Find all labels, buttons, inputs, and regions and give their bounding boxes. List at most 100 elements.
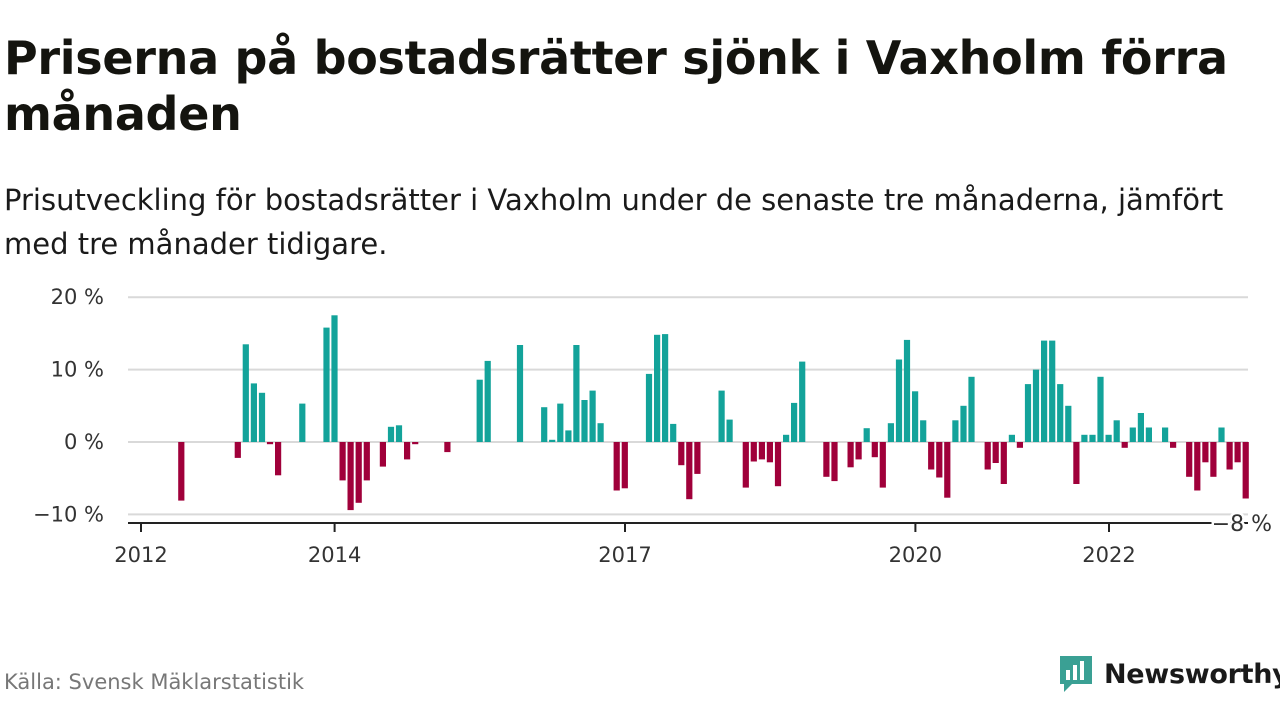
price-change-chart: 20 % 10 % 0 % −10 % 2012 2014 2017 2020 2022 −8… [33, 285, 1274, 567]
bar-positive [952, 420, 959, 442]
bar-positive [645, 373, 653, 442]
bar-negative [742, 442, 749, 488]
bar-negative [928, 442, 935, 470]
bar-negative [339, 442, 346, 481]
bar-positive [799, 361, 806, 442]
bar-negative [774, 442, 782, 487]
bar-positive [791, 402, 798, 442]
bar-negative [944, 442, 951, 498]
bar-negative [1210, 442, 1217, 477]
bar-positive [484, 360, 491, 442]
bar-negative [1073, 442, 1080, 484]
chart-subtitle: Prisutveckling för bostadsrätter i Vaxho… [4, 183, 1224, 261]
bar-positive [960, 405, 967, 442]
bar-positive [581, 400, 588, 442]
bar-negative [750, 442, 757, 462]
bar-positive [589, 390, 596, 442]
bar-positive [1162, 427, 1169, 442]
bar-positive [726, 419, 733, 442]
newsworthy-logo[interactable]: Newsworthy [1058, 652, 1280, 696]
y-tick-label: −10 % [33, 502, 104, 526]
bar-series [178, 315, 1249, 511]
bar-positive [557, 403, 564, 442]
bar-negative [444, 442, 451, 453]
bar-negative [1186, 442, 1193, 477]
bar-positive [903, 339, 911, 442]
bar-negative [992, 442, 999, 463]
bar-positive [387, 426, 395, 442]
newsworthy-icon [1060, 656, 1092, 692]
x-tick-label: 2012 [114, 543, 167, 567]
bar-negative [412, 442, 419, 445]
last-value-label: −8 % [1212, 512, 1272, 537]
x-axis: 2012 2014 2017 2020 2022 [114, 522, 1248, 567]
bar-negative [871, 442, 878, 458]
bar-positive [323, 327, 330, 442]
bar-positive [1049, 340, 1056, 442]
bar-positive [565, 430, 572, 442]
bar-negative [178, 442, 185, 501]
bar-positive [395, 425, 403, 442]
bar-positive [968, 376, 975, 442]
x-tick-label: 2014 [308, 543, 361, 567]
bar-negative [1194, 442, 1201, 491]
x-tick-label: 2020 [889, 543, 942, 567]
bar-positive [1113, 420, 1120, 442]
bar-positive [1024, 384, 1032, 442]
bar-negative [1016, 442, 1023, 448]
bar-negative [379, 442, 386, 467]
bar-negative [879, 442, 886, 488]
bar-positive [887, 423, 894, 442]
y-tick-label: 20 % [51, 285, 104, 309]
bar-positive [1218, 427, 1225, 442]
bar-negative [694, 442, 701, 474]
bar-negative [766, 442, 773, 463]
bar-negative [847, 442, 854, 468]
bar-positive [516, 345, 524, 442]
bar-positive [1081, 434, 1088, 442]
bar-positive [1137, 413, 1144, 442]
source-note: Källa: Svensk Mäklarstatistik [4, 670, 305, 694]
brand-name: Newsworthy [1104, 658, 1280, 690]
bar-negative [831, 442, 838, 482]
bar-negative [347, 442, 354, 511]
bar-positive [1041, 340, 1048, 442]
bar-positive [573, 345, 580, 442]
bar-negative [1234, 442, 1241, 463]
bar-positive [597, 423, 604, 442]
bar-positive [895, 359, 903, 442]
bar-positive [662, 334, 669, 442]
bar-negative [1000, 442, 1007, 484]
bar-positive [331, 315, 338, 442]
bar-negative [1242, 442, 1249, 499]
bar-negative [404, 442, 411, 460]
bar-positive [250, 383, 257, 442]
bar-positive [920, 420, 927, 442]
bar-positive [1105, 434, 1112, 442]
bar-positive [1032, 369, 1040, 442]
bar-positive [1057, 384, 1064, 442]
bar-negative [363, 442, 370, 481]
y-axis-labels: 20 % 10 % 0 % −10 % [33, 285, 104, 526]
x-tick-label: 2017 [598, 543, 651, 567]
bar-positive [654, 334, 661, 442]
bar-negative [266, 442, 274, 445]
bar-positive [783, 434, 790, 442]
bar-negative [936, 442, 943, 478]
bar-negative [1170, 442, 1177, 448]
bar-positive [299, 403, 306, 442]
bar-positive [242, 344, 249, 442]
y-tick-label: 10 % [51, 358, 104, 382]
bar-negative [855, 442, 862, 460]
bar-negative [275, 442, 282, 476]
bar-positive [1089, 434, 1096, 442]
bar-negative [1202, 442, 1209, 463]
bar-negative [355, 442, 362, 503]
bar-negative [234, 442, 241, 458]
bar-positive [912, 391, 919, 442]
bar-negative [823, 442, 830, 477]
bar-positive [718, 390, 725, 442]
bar-negative [678, 442, 685, 466]
last-value-callout: −8 % [1209, 510, 1274, 540]
bar-negative [1121, 442, 1128, 448]
